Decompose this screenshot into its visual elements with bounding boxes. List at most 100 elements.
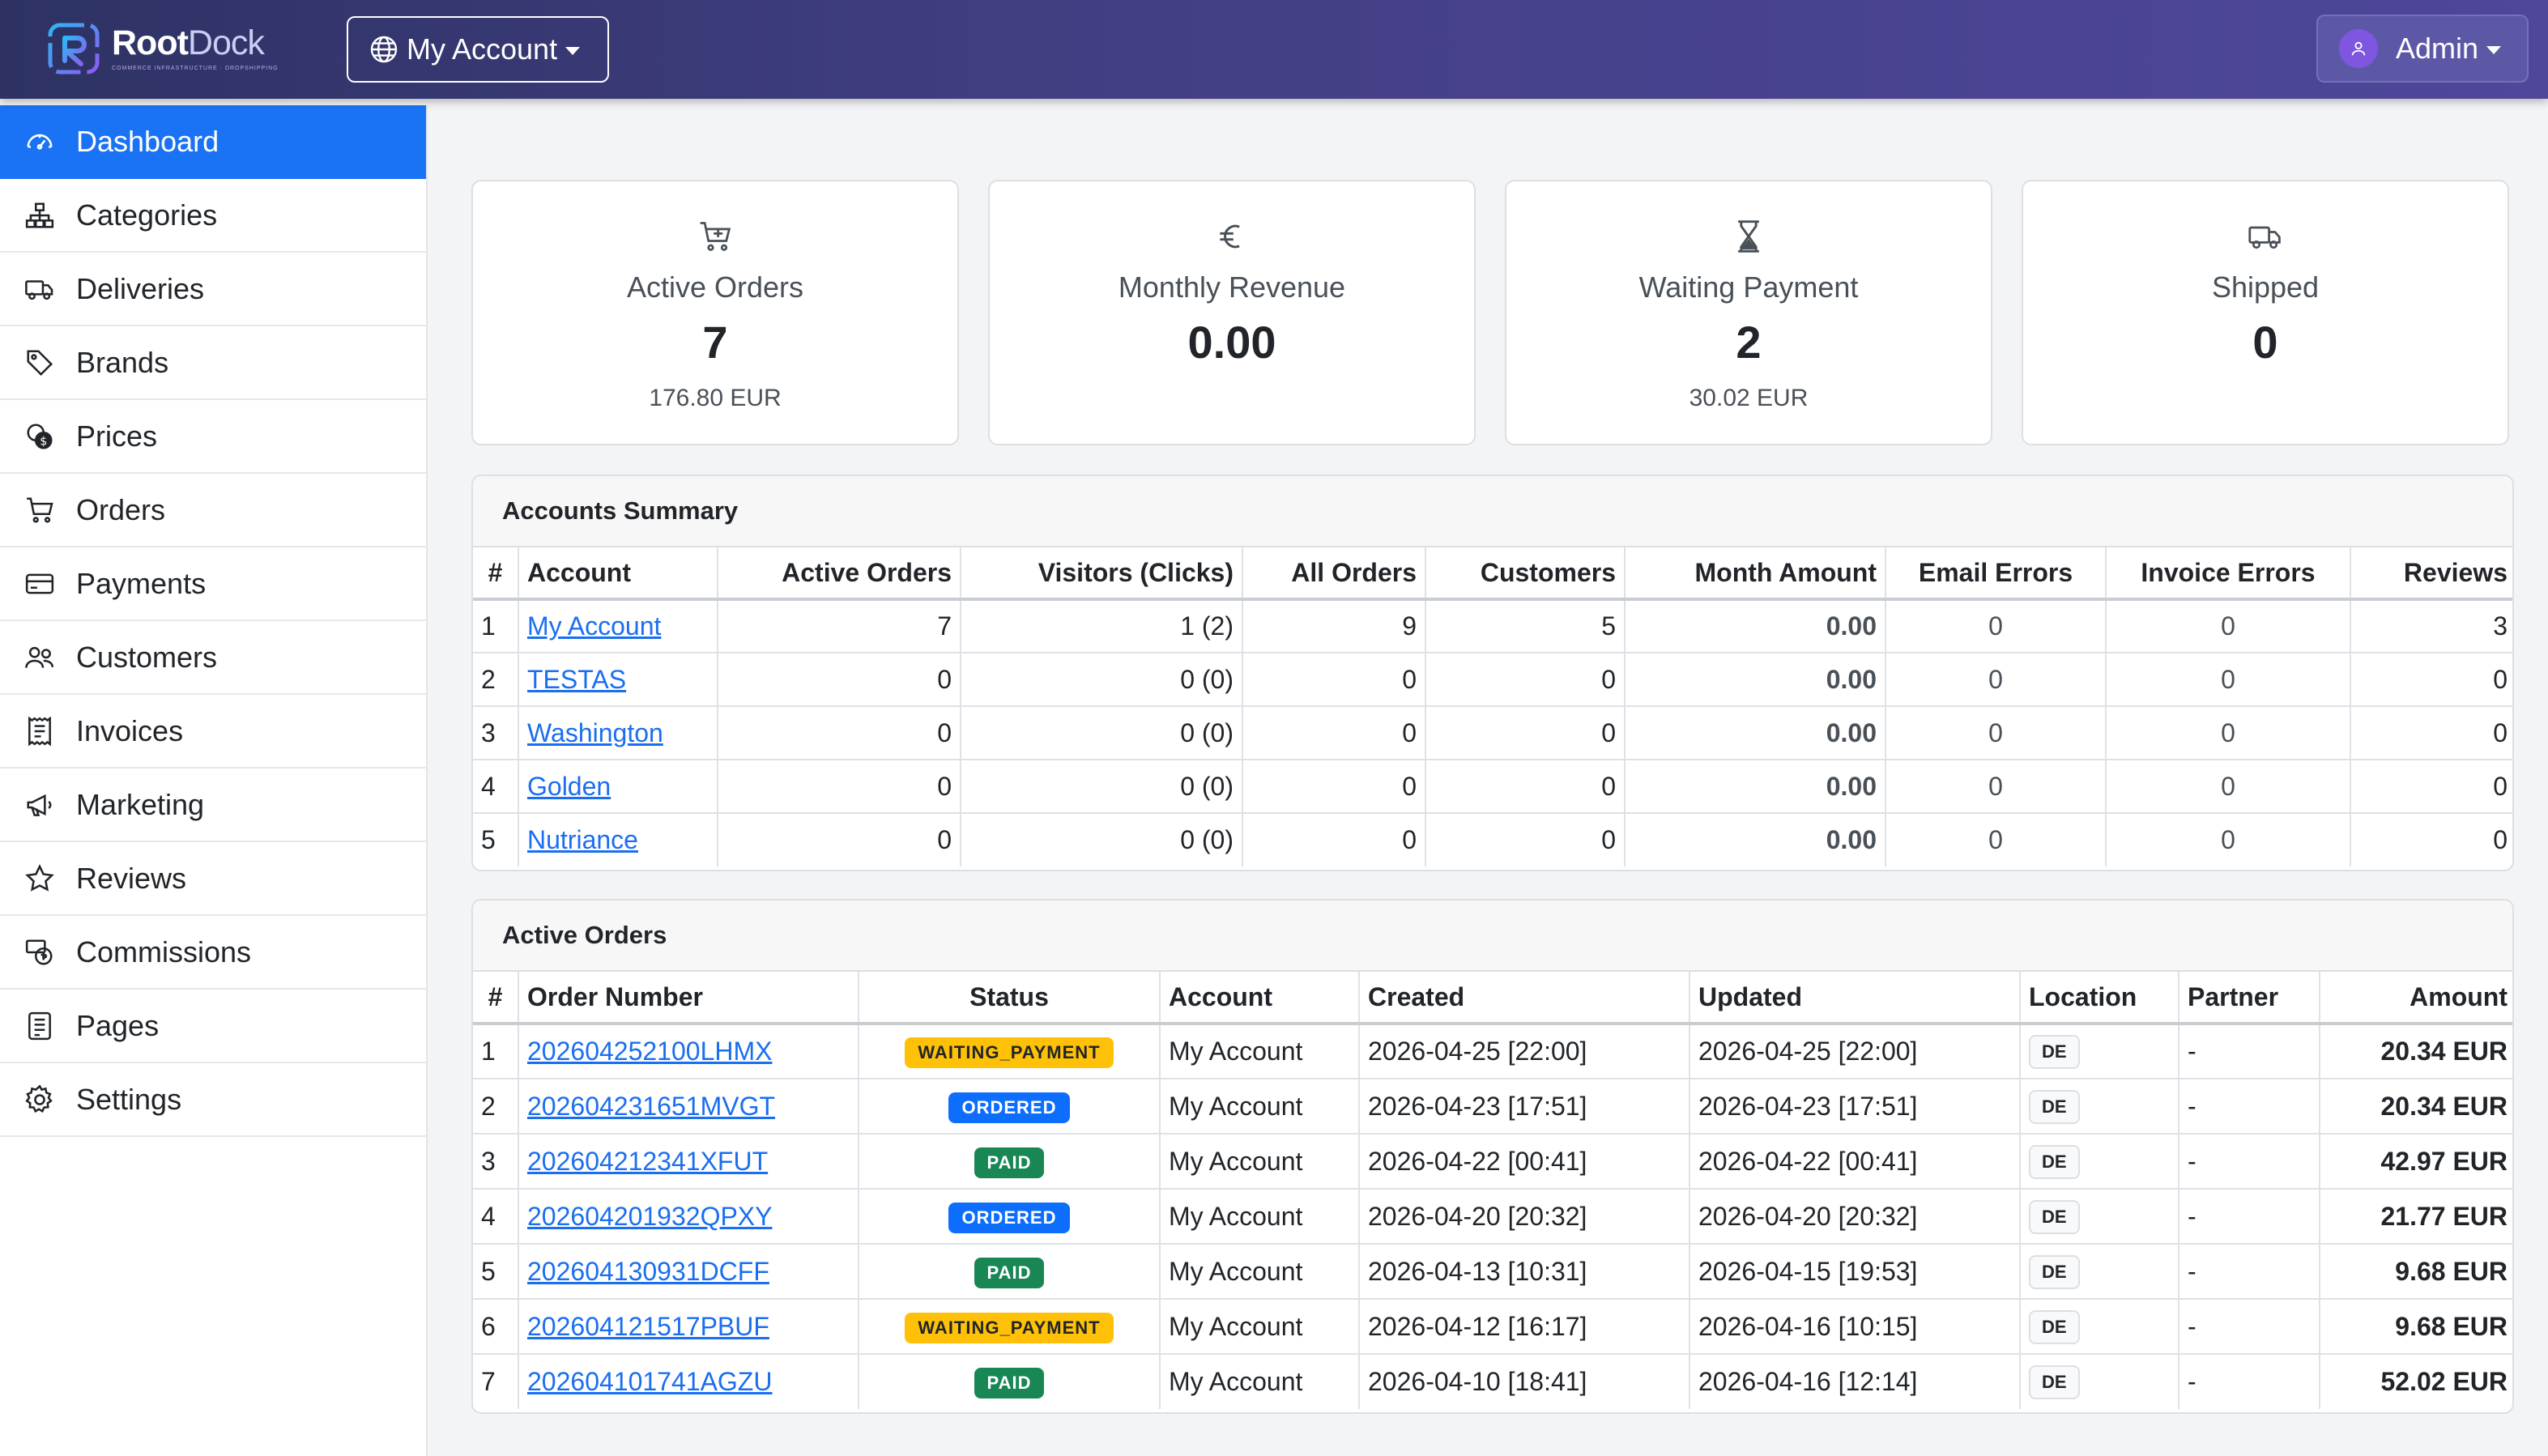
email-errors-cell: 0 (1885, 705, 2107, 760)
order-number-link[interactable]: 202604101741AGZU (527, 1367, 773, 1396)
user-menu-button[interactable]: Admin (2316, 15, 2529, 83)
order-number-cell: 202604121517PBUF (518, 1298, 859, 1355)
all-orders-cell: 0 (1242, 652, 1426, 707)
sidebar-item-brands[interactable]: Brands (0, 326, 426, 400)
order-number-link[interactable]: 202604212341XFUT (527, 1146, 769, 1176)
active-orders-cell: 0 (717, 652, 961, 707)
sidebar-item-invoices[interactable]: Invoices (0, 695, 426, 768)
status-badge: ORDERED (948, 1092, 1070, 1123)
sidebar-item-payments[interactable]: Payments (0, 547, 426, 621)
globe-icon (370, 36, 398, 63)
chevron-down-icon (565, 47, 581, 55)
sidebar-item-settings[interactable]: Settings (0, 1063, 426, 1137)
table-row: 2 202604231651MVGT ORDERED My Account 2026-0… (473, 1078, 2512, 1135)
column-header: Customers (1425, 547, 1626, 601)
column-header: Account (1159, 972, 1360, 1025)
column-header: Active Orders (717, 547, 961, 601)
account-link[interactable]: TESTAS (527, 664, 627, 694)
column-header: Visitors (Clicks) (960, 547, 1243, 601)
account-link[interactable]: My Account (527, 611, 662, 641)
customers-cell: 0 (1425, 759, 1626, 814)
sidebar-item-pages[interactable]: Pages (0, 990, 426, 1063)
status-cell: ORDERED (858, 1078, 1161, 1135)
sidebar-item-orders[interactable]: Orders (0, 474, 426, 547)
column-header: Amount (2319, 972, 2512, 1025)
sidebar-item-commissions[interactable]: Commissions (0, 916, 426, 990)
order-number-cell: 202604201932QPXY (518, 1188, 859, 1245)
location-cell: DE (2019, 1023, 2179, 1079)
cart-icon (27, 496, 53, 523)
order-number-link[interactable]: 202604121517PBUF (527, 1311, 769, 1341)
order-number-link[interactable]: 202604231651MVGT (527, 1091, 775, 1121)
customers-cell: 0 (1425, 652, 1626, 707)
rootdock-logo-icon (45, 20, 102, 77)
created-cell: 2026-04-25 [22:00] (1358, 1023, 1690, 1079)
account-switcher-label: My Account (407, 32, 558, 66)
order-number-link[interactable]: 202604201932QPXY (527, 1201, 773, 1231)
amount-cell: 20.34 EUR (2319, 1023, 2512, 1079)
euro-icon (1220, 224, 1240, 249)
row-number: 4 (473, 1188, 519, 1245)
account-switcher-button[interactable]: My Account (347, 16, 609, 83)
sidebar-item-categories[interactable]: Categories (0, 179, 426, 253)
customers-cell: 0 (1425, 812, 1626, 866)
account-cell: My Account (1159, 1078, 1360, 1135)
brand-tagline: COMMERCE INFRASTRUCTURE · DROPSHIPPING (112, 66, 279, 71)
active-orders-cell: 0 (717, 812, 961, 866)
invoice-errors-cell: 0 (2105, 812, 2351, 866)
amount-cell: 9.68 EUR (2319, 1298, 2512, 1355)
updated-cell: 2026-04-16 [12:14] (1689, 1353, 2021, 1409)
sidebar-item-reviews[interactable]: Reviews (0, 842, 426, 916)
status-badge: PAID (974, 1147, 1045, 1178)
account-link[interactable]: Washington (527, 717, 663, 747)
customers-cell: 5 (1425, 598, 1626, 653)
sidebar-item-marketing[interactable]: Marketing (0, 768, 426, 842)
updated-cell: 2026-04-15 [19:53] (1689, 1243, 2021, 1300)
sidebar-item-customers[interactable]: Customers (0, 621, 426, 695)
table-row: 4 202604201932QPXY ORDERED My Account 2026-0… (473, 1188, 2512, 1245)
sidebar-item-dashboard[interactable]: Dashboard (0, 105, 426, 179)
row-number: 7 (473, 1353, 519, 1409)
row-number: 6 (473, 1298, 519, 1355)
account-cell: My Account (1159, 1243, 1360, 1300)
stat-value: 0.00 (1187, 317, 1276, 368)
sidebar-item-label: Reviews (76, 861, 187, 895)
row-number: 3 (473, 1133, 519, 1190)
order-number-link[interactable]: 202604130931DCFF (527, 1256, 769, 1286)
location-cell: DE (2019, 1353, 2179, 1409)
table-row: 6 202604121517PBUF WAITING_PAYMENT My Accou… (473, 1298, 2512, 1355)
row-number: 2 (473, 652, 519, 707)
brand-name-primary: Root (112, 23, 189, 62)
reviews-cell: 3 (2350, 598, 2512, 653)
sidebar-item-label: Marketing (76, 787, 205, 821)
row-number: 3 (473, 705, 519, 760)
panel-title: Active Orders (473, 900, 2512, 972)
sidebar-item-label: Brands (76, 345, 169, 379)
status-cell: PAID (858, 1243, 1161, 1300)
stat-card-waiting-payment: Waiting Payment 2 30.02 EUR (1505, 180, 1992, 445)
brand-logo[interactable]: RootDock COMMERCE INFRASTRUCTURE · DROPS… (45, 18, 279, 79)
column-header: # (473, 547, 519, 601)
truck-icon (2248, 226, 2281, 249)
status-cell: WAITING_PAYMENT (858, 1298, 1161, 1355)
sidebar-item-label: Deliveries (76, 271, 205, 305)
column-header: Partner (2178, 972, 2320, 1025)
table-row: 5 202604130931DCFF PAID My Account 2026-04-1… (473, 1243, 2512, 1300)
amount-cell: 9.68 EUR (2319, 1243, 2512, 1300)
person-icon (2351, 41, 2366, 56)
account-link[interactable]: Golden (527, 771, 611, 801)
order-number-cell: 202604212341XFUT (518, 1133, 859, 1190)
credit-card-icon (25, 573, 54, 594)
brand-name-secondary: Dock (187, 23, 265, 62)
account-cell: Golden (518, 759, 718, 814)
user-menu-label: Admin (2396, 32, 2479, 65)
order-number-link[interactable]: 202604252100LHMX (527, 1037, 773, 1066)
sidebar-item-prices[interactable]: $ Prices (0, 400, 426, 474)
status-badge: ORDERED (948, 1202, 1070, 1233)
updated-cell: 2026-04-16 [10:15] (1689, 1298, 2021, 1355)
amount-cell: 42.97 EUR (2319, 1133, 2512, 1190)
account-link[interactable]: Nutriance (527, 825, 638, 854)
sidebar-item-deliveries[interactable]: Deliveries (0, 253, 426, 326)
tags-icon (27, 349, 53, 376)
stat-value: 0 (2252, 317, 2278, 368)
